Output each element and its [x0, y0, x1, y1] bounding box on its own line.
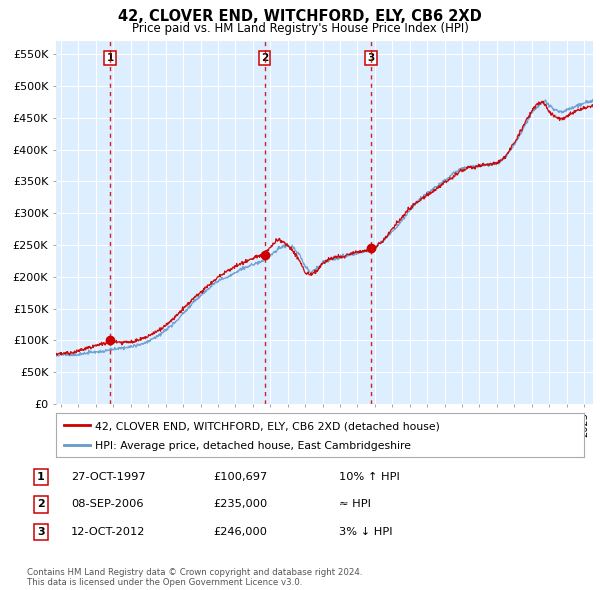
- Text: ≈ HPI: ≈ HPI: [339, 500, 371, 509]
- Text: 1: 1: [107, 53, 114, 63]
- Text: 2: 2: [37, 500, 44, 509]
- Text: Contains HM Land Registry data © Crown copyright and database right 2024.
This d: Contains HM Land Registry data © Crown c…: [27, 568, 362, 587]
- Text: Price paid vs. HM Land Registry's House Price Index (HPI): Price paid vs. HM Land Registry's House …: [131, 22, 469, 35]
- Text: 3: 3: [367, 53, 374, 63]
- Text: £235,000: £235,000: [213, 500, 267, 509]
- Text: £246,000: £246,000: [213, 527, 267, 537]
- Text: 08-SEP-2006: 08-SEP-2006: [71, 500, 143, 509]
- Text: 3% ↓ HPI: 3% ↓ HPI: [339, 527, 392, 537]
- Text: 10% ↑ HPI: 10% ↑ HPI: [339, 472, 400, 481]
- Text: 2: 2: [261, 53, 268, 63]
- Text: 12-OCT-2012: 12-OCT-2012: [71, 527, 145, 537]
- Text: £100,697: £100,697: [213, 472, 267, 481]
- Text: HPI: Average price, detached house, East Cambridgeshire: HPI: Average price, detached house, East…: [95, 441, 412, 451]
- Text: 1: 1: [37, 472, 44, 481]
- Text: 3: 3: [37, 527, 44, 537]
- Text: 27-OCT-1997: 27-OCT-1997: [71, 472, 145, 481]
- Text: 42, CLOVER END, WITCHFORD, ELY, CB6 2XD: 42, CLOVER END, WITCHFORD, ELY, CB6 2XD: [118, 9, 482, 24]
- Text: 42, CLOVER END, WITCHFORD, ELY, CB6 2XD (detached house): 42, CLOVER END, WITCHFORD, ELY, CB6 2XD …: [95, 421, 440, 431]
